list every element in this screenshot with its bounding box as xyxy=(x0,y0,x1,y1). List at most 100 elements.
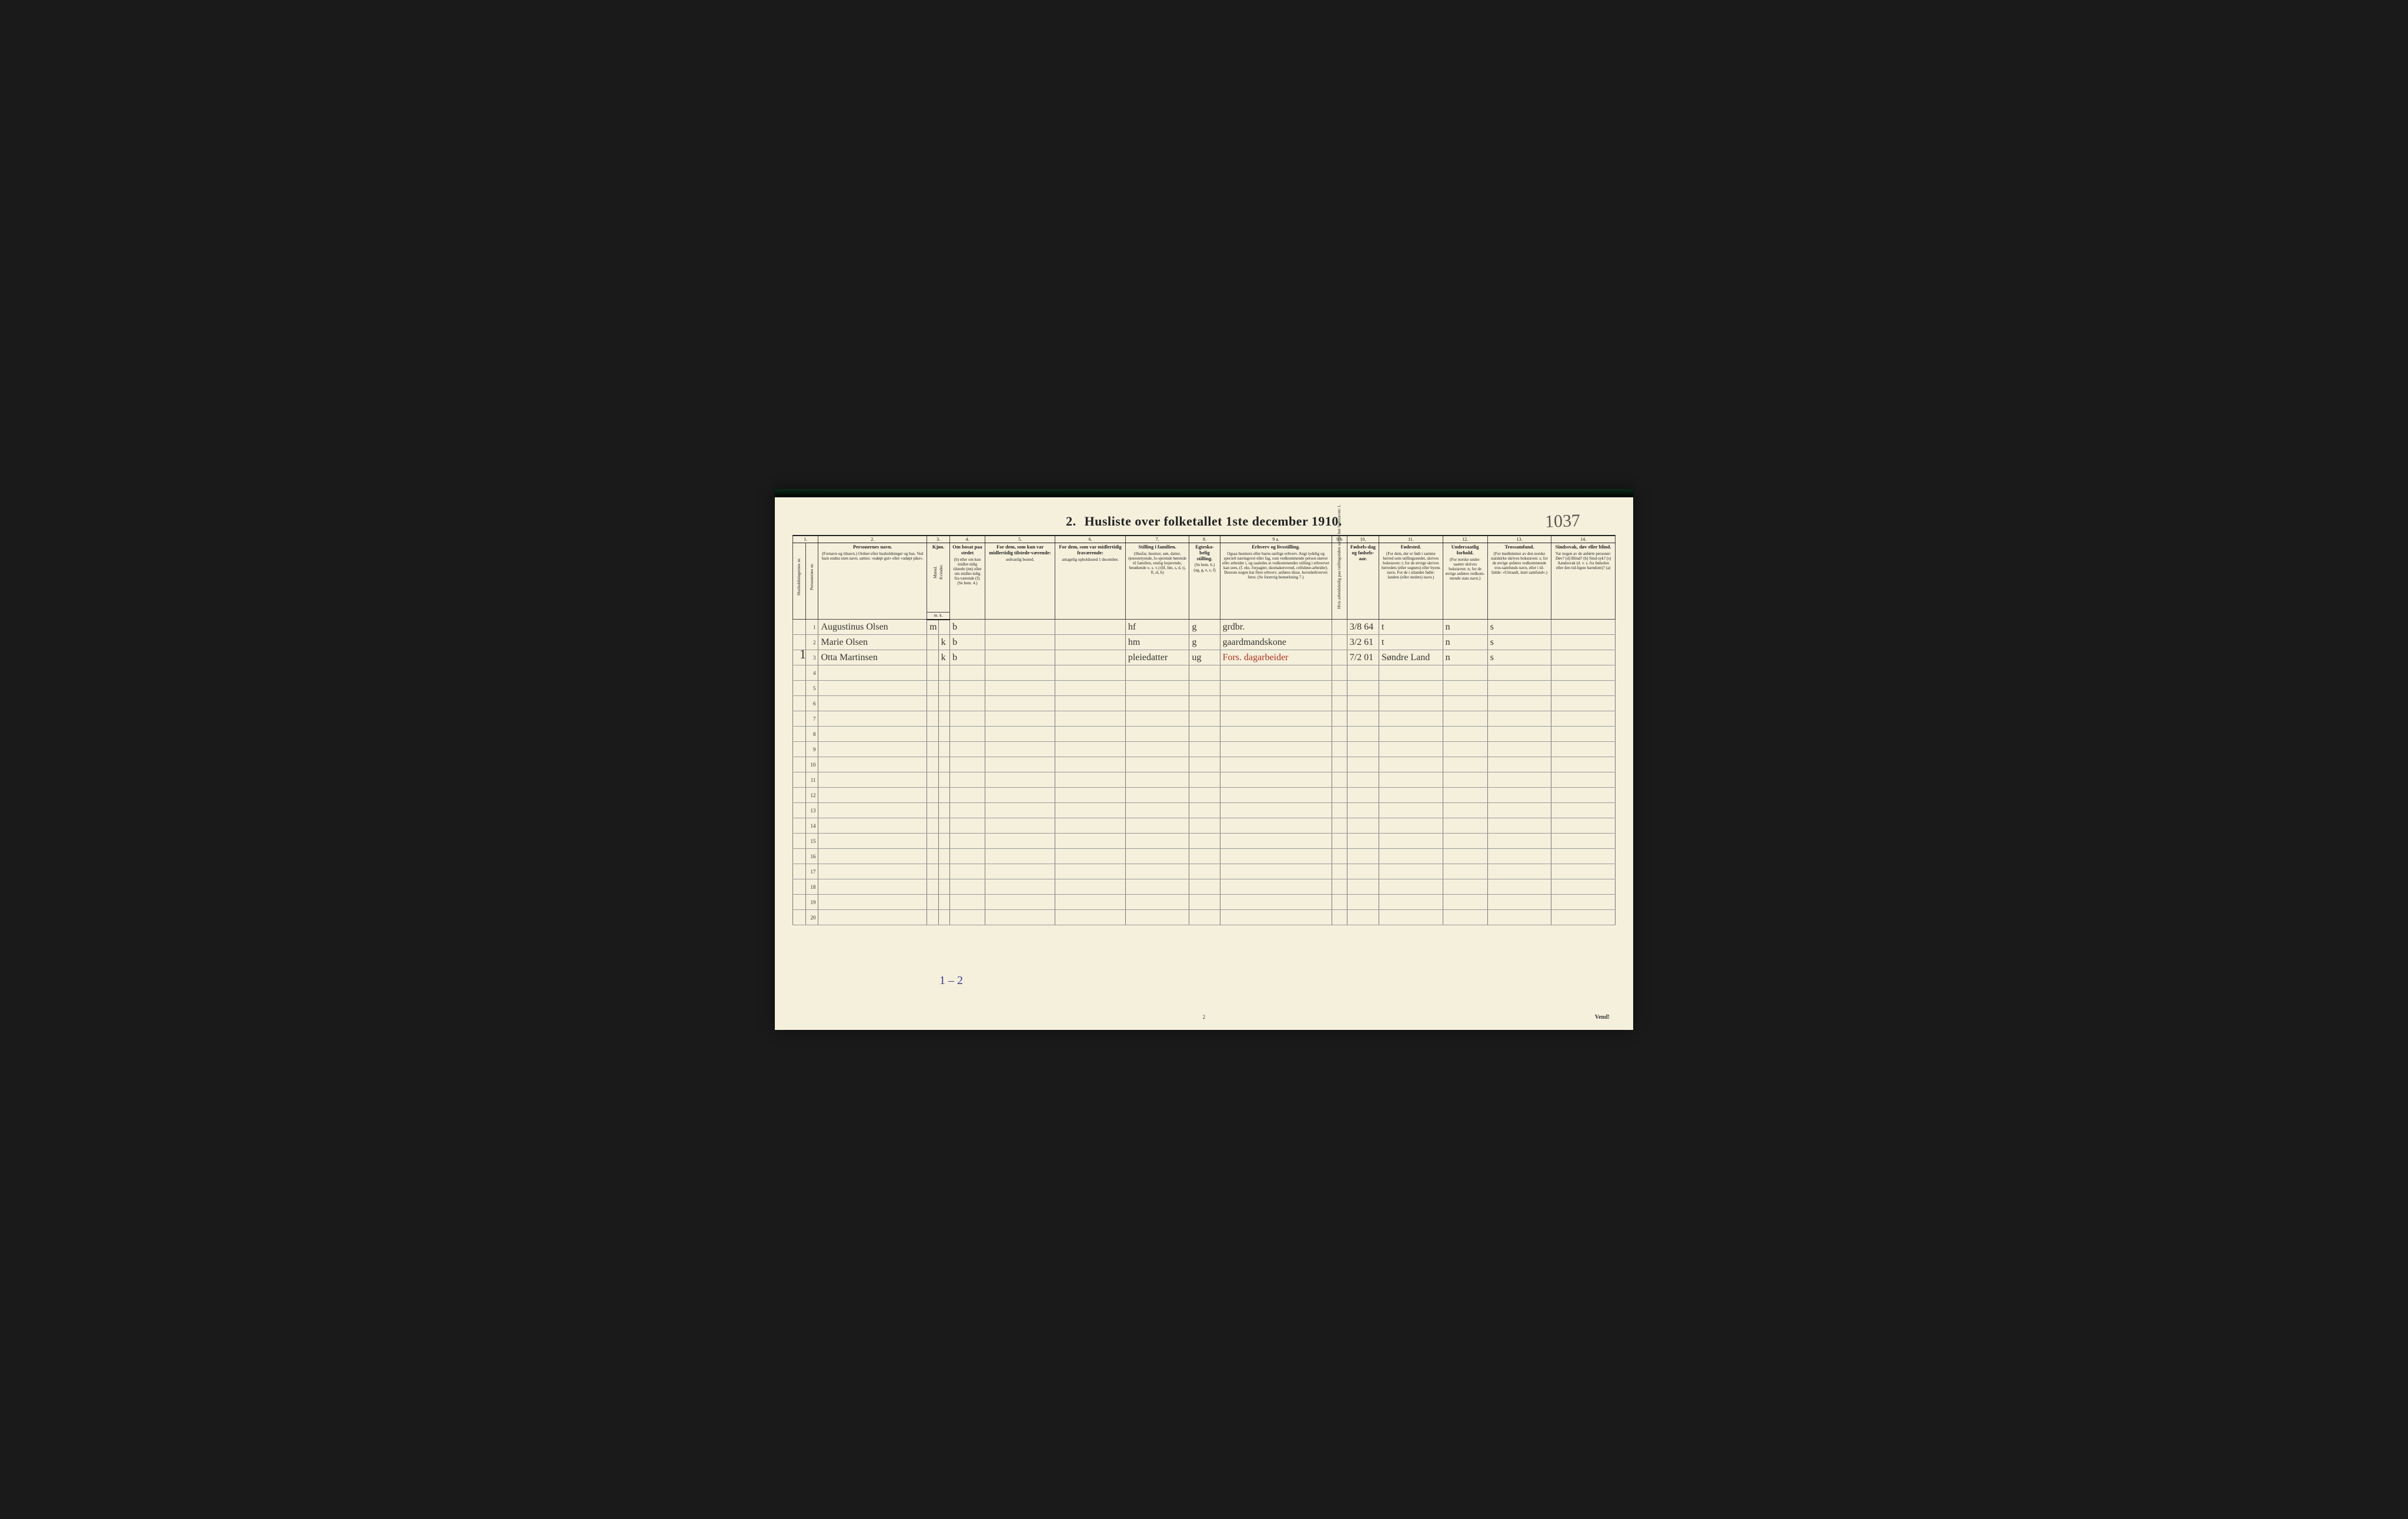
cell xyxy=(793,849,806,864)
cell xyxy=(793,818,806,834)
handwritten-value: s xyxy=(1490,653,1494,663)
cell xyxy=(818,711,927,727)
row-number: 4 xyxy=(805,665,818,681)
cell xyxy=(927,910,939,925)
handwritten-value: g xyxy=(1192,622,1196,632)
cell xyxy=(1332,803,1347,818)
cell xyxy=(927,788,939,803)
footer-turn-over: Vend! xyxy=(1595,1014,1610,1021)
colnum-10: 10. xyxy=(1347,536,1379,543)
cell xyxy=(985,910,1055,925)
cell xyxy=(938,910,950,925)
table-row: 9 xyxy=(793,742,1616,757)
cell: n xyxy=(1443,620,1487,635)
cell xyxy=(950,864,985,879)
cell xyxy=(1443,803,1487,818)
cell xyxy=(1125,727,1189,742)
cell xyxy=(1125,818,1189,834)
cell xyxy=(818,696,927,711)
cell xyxy=(1332,757,1347,772)
cell xyxy=(1125,696,1189,711)
cell xyxy=(938,681,950,696)
cell xyxy=(950,711,985,727)
handwritten-value: b xyxy=(952,622,957,632)
cell xyxy=(793,803,806,818)
cell xyxy=(818,818,927,834)
colnum-11: 11. xyxy=(1379,536,1443,543)
table-row: 11 xyxy=(793,772,1616,788)
cell xyxy=(1332,727,1347,742)
cell xyxy=(1443,864,1487,879)
hdr-mk: m. k. xyxy=(927,613,950,620)
cell xyxy=(793,757,806,772)
cell xyxy=(1332,849,1347,864)
cell xyxy=(985,788,1055,803)
cell xyxy=(927,834,939,849)
row-number: 17 xyxy=(805,864,818,879)
cell xyxy=(1332,696,1347,711)
cell xyxy=(1551,742,1616,757)
cell xyxy=(1220,879,1332,895)
cell xyxy=(1220,849,1332,864)
cell xyxy=(1487,910,1551,925)
cell xyxy=(1220,757,1332,772)
cell xyxy=(1332,864,1347,879)
cell xyxy=(1055,772,1125,788)
cell xyxy=(1551,635,1616,650)
cell xyxy=(927,818,939,834)
colnum-3: 3. xyxy=(927,536,950,543)
cell xyxy=(927,742,939,757)
row-number: 8 xyxy=(805,727,818,742)
handwritten-value: t xyxy=(1382,622,1384,632)
handwritten-value: gaardmandskone xyxy=(1223,637,1286,647)
cell xyxy=(1487,696,1551,711)
cell xyxy=(938,849,950,864)
cell xyxy=(1347,711,1379,727)
cell xyxy=(1220,772,1332,788)
cell xyxy=(1487,818,1551,834)
cell xyxy=(1347,696,1379,711)
cell xyxy=(950,757,985,772)
cell xyxy=(938,788,950,803)
title-text: Husliste over folketallet 1ste december … xyxy=(1085,514,1342,528)
household-number-hand: 1 xyxy=(800,647,806,662)
cell: 3/8 64 xyxy=(1347,620,1379,635)
cell xyxy=(1443,681,1487,696)
title-number: 2. xyxy=(1066,514,1076,528)
table-row: 13 xyxy=(793,803,1616,818)
cell xyxy=(1551,711,1616,727)
cell: Otta Martinsen xyxy=(818,650,927,665)
cell xyxy=(950,665,985,681)
cell: s xyxy=(1487,650,1551,665)
cell xyxy=(818,910,927,925)
cell: Søndre Land xyxy=(1379,650,1443,665)
cell xyxy=(1551,803,1616,818)
cell xyxy=(1189,803,1220,818)
cell xyxy=(1332,772,1347,788)
cell xyxy=(927,772,939,788)
row-number: 1 xyxy=(805,620,818,635)
cell xyxy=(1125,711,1189,727)
handwritten-value: Søndre Land xyxy=(1382,653,1430,663)
cell xyxy=(1487,665,1551,681)
title-row: 2. Husliste over folketallet 1ste decemb… xyxy=(792,514,1616,529)
cell: b xyxy=(950,620,985,635)
cell xyxy=(927,696,939,711)
cell xyxy=(1347,665,1379,681)
cell: Augustinus Olsen xyxy=(818,620,927,635)
cell xyxy=(1487,681,1551,696)
table-row: 16 xyxy=(793,849,1616,864)
cell xyxy=(938,803,950,818)
handwritten-value: n xyxy=(1446,622,1450,632)
cell xyxy=(985,742,1055,757)
cell xyxy=(1443,727,1487,742)
cell xyxy=(1125,757,1189,772)
row-number: 13 xyxy=(805,803,818,818)
cell: b xyxy=(950,650,985,665)
cell xyxy=(985,818,1055,834)
table-row: 19 xyxy=(793,895,1616,910)
cell xyxy=(1220,818,1332,834)
cell xyxy=(1551,895,1616,910)
cell xyxy=(950,895,985,910)
hdr-temp-absent: For dem, som var midlertidig fraværende:… xyxy=(1055,543,1125,620)
